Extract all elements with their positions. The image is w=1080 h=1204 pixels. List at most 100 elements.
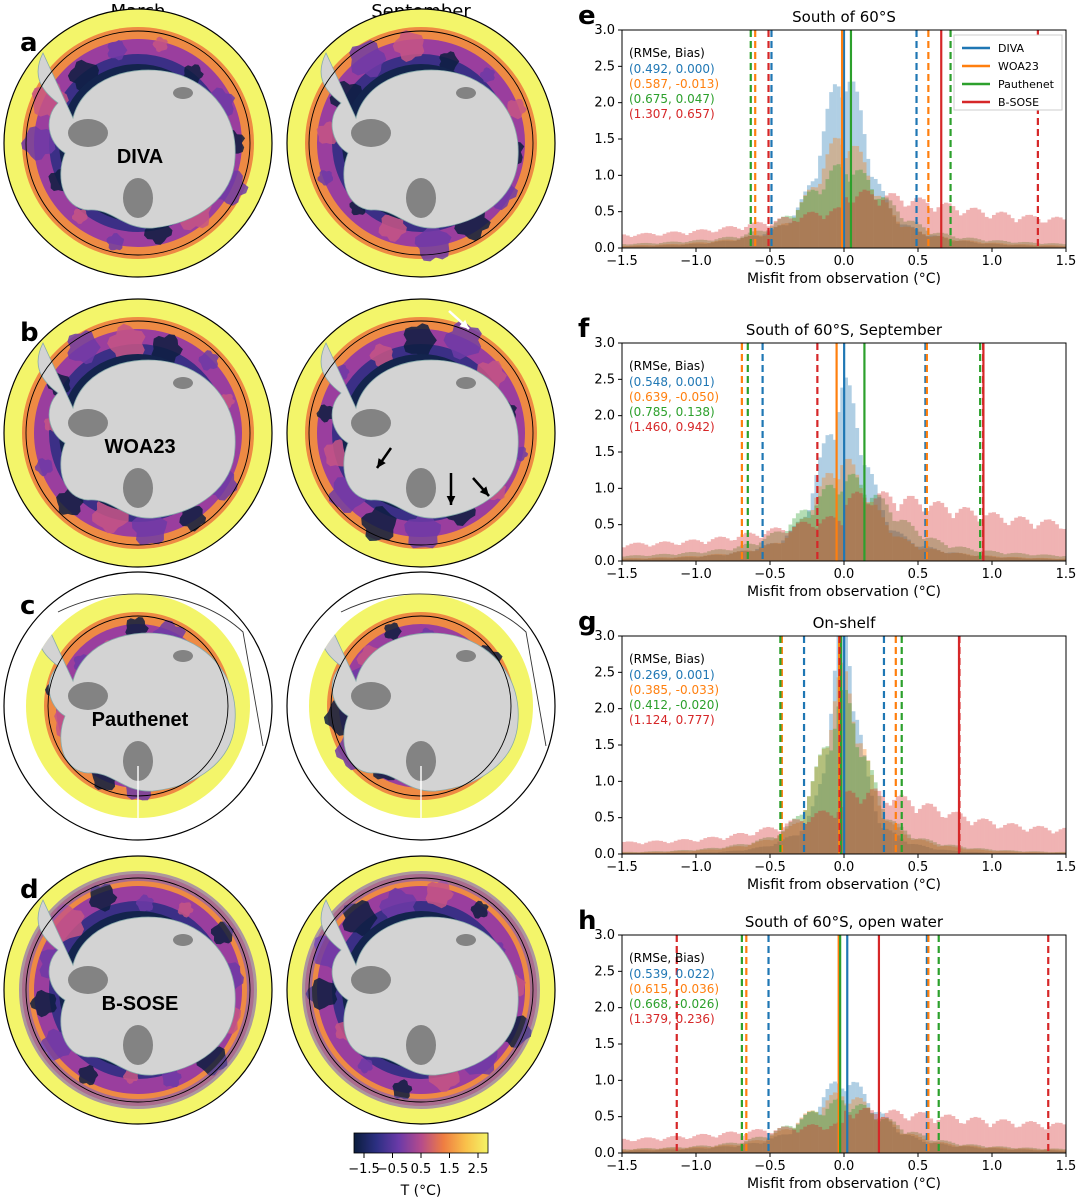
histogram-bar — [969, 1145, 974, 1153]
map-border — [286, 571, 556, 841]
histogram-bar — [718, 848, 723, 854]
histogram-bar — [962, 1123, 967, 1153]
histogram-bar — [714, 852, 719, 854]
histogram-bar — [951, 1142, 956, 1153]
histogram-bar — [951, 240, 956, 248]
histogram-bar — [877, 510, 882, 561]
histogram-bar — [1029, 1150, 1033, 1153]
histogram-bar — [1025, 558, 1030, 561]
histogram-bar — [903, 1134, 908, 1153]
histogram-bar — [947, 203, 952, 248]
histogram-bar — [858, 734, 863, 854]
histogram-bar — [729, 1146, 734, 1153]
histogram-bar — [703, 848, 708, 854]
histogram-bar — [692, 850, 697, 854]
histogram-bar — [980, 848, 985, 854]
histogram-bar — [862, 1108, 867, 1153]
histogram-bar — [855, 719, 860, 854]
histogram-bar — [851, 81, 856, 249]
legend-entry: WOA23 — [998, 60, 1039, 73]
histogram-bar — [918, 838, 922, 854]
histogram-bar — [692, 539, 697, 561]
ross-ice-shelf — [123, 741, 153, 781]
histogram-bar — [1003, 557, 1008, 561]
histogram-bar — [784, 1134, 789, 1153]
histogram-bar — [751, 1129, 756, 1153]
histogram-bar — [921, 1112, 926, 1153]
histogram-bar — [696, 1148, 700, 1153]
histogram-bar — [855, 1113, 860, 1153]
histogram-bar — [844, 504, 848, 561]
histogram-bar — [625, 851, 630, 854]
histogram-bar — [744, 236, 749, 248]
histogram-bar — [636, 246, 641, 248]
histogram-bar — [788, 222, 793, 248]
histogram-bar — [814, 212, 819, 248]
histogram-bar — [1062, 1151, 1067, 1153]
histogram-bar — [858, 1098, 863, 1153]
histogram-bar — [1054, 1150, 1059, 1153]
histogram-bar — [725, 1144, 730, 1153]
histogram-bar — [1017, 1126, 1022, 1153]
histogram-bar — [718, 849, 723, 854]
histogram-bar — [666, 554, 671, 561]
histogram-bar — [651, 558, 656, 561]
histogram-bar — [766, 226, 771, 248]
histogram-bar — [681, 242, 686, 248]
histogram-bar — [929, 208, 934, 248]
histogram-bar — [1043, 558, 1048, 561]
histogram-bar — [673, 241, 678, 248]
histogram-bar — [636, 558, 641, 561]
histogram-bar — [895, 1129, 900, 1153]
histogram-bar — [855, 1105, 860, 1153]
histogram-bar — [699, 242, 704, 248]
histogram-bar — [829, 815, 834, 854]
histogram-bar — [832, 84, 837, 248]
histogram-bar — [821, 489, 826, 561]
histogram-bar — [762, 231, 767, 248]
histogram-bar — [670, 557, 675, 561]
histogram-bar — [855, 474, 860, 561]
histogram-bar — [921, 539, 926, 561]
histogram-bar — [877, 823, 882, 854]
histogram-bar — [903, 498, 908, 561]
histogram-bar — [795, 207, 800, 248]
histogram-bar — [1047, 245, 1052, 248]
histogram-bar — [622, 1151, 626, 1153]
histogram-bar — [670, 852, 675, 854]
histogram-bar — [1032, 1148, 1037, 1153]
histogram-bar — [729, 241, 734, 248]
histogram-bar — [799, 202, 804, 248]
histogram-bar — [662, 245, 667, 248]
map-body — [287, 299, 555, 567]
histogram-bar — [740, 833, 745, 854]
histogram-bar — [751, 235, 756, 248]
histogram-bar — [810, 1110, 815, 1153]
histogram-bar — [1040, 1127, 1045, 1153]
histogram-bar — [733, 552, 737, 561]
histogram-bar — [1058, 1150, 1063, 1153]
histogram-bar — [980, 1148, 985, 1153]
histogram-bar — [770, 226, 774, 248]
histogram-bar — [851, 711, 856, 854]
histogram-bar — [1021, 557, 1026, 561]
histogram-bar — [984, 1147, 989, 1153]
histogram-bar — [869, 795, 874, 854]
histogram-bar — [629, 558, 634, 561]
histogram-bar — [906, 205, 911, 248]
histogram-bar — [1025, 1147, 1030, 1153]
histogram-bar — [655, 851, 660, 854]
histogram-bar — [792, 1129, 797, 1153]
histogram-bar — [1036, 851, 1041, 854]
histogram-bar — [943, 552, 948, 561]
histogram-bar — [1040, 852, 1045, 854]
histogram-bar — [929, 1143, 934, 1153]
histogram-bar — [821, 1107, 826, 1153]
x-tick-label: −1.5 — [606, 567, 638, 582]
histogram-bar — [999, 1119, 1004, 1153]
histogram-bar — [840, 662, 845, 854]
histogram-bar — [840, 636, 845, 854]
annotation-arrow — [472, 477, 490, 497]
histogram-bar — [807, 523, 811, 561]
histogram-bar — [744, 532, 749, 561]
